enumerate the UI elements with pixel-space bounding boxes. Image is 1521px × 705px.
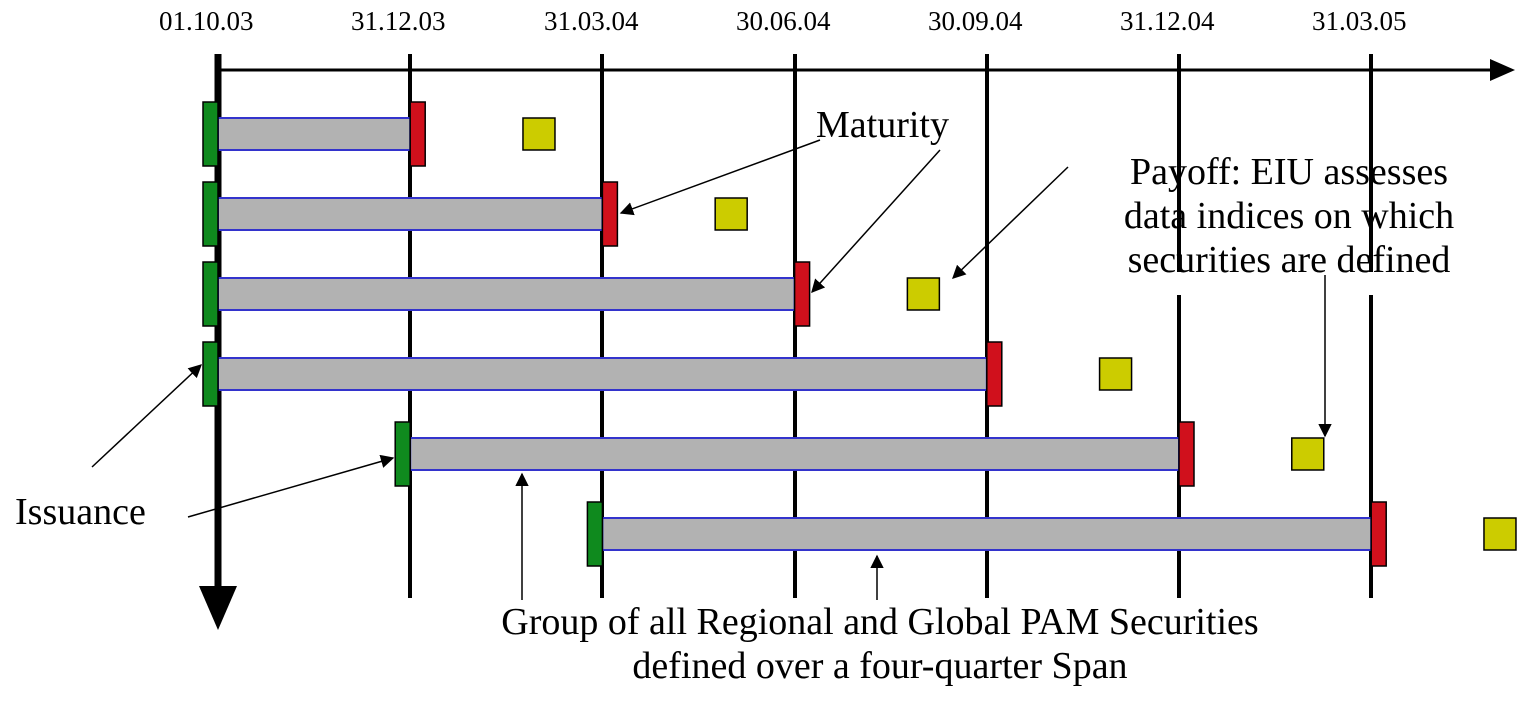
issuance-arrow-1 [91, 364, 202, 468]
payoff-line-2: data indices on which [1123, 195, 1455, 237]
maturity-marker [793, 261, 811, 327]
maturity-marker [601, 181, 619, 247]
securities-group [202, 101, 1517, 567]
payoff-marker [522, 117, 556, 151]
group-line-1: Group of all Regional and Global PAM Sec… [501, 601, 1259, 643]
security-bar [217, 117, 412, 151]
date-label-2: 31.03.04 [544, 6, 639, 36]
security-bar [217, 197, 604, 231]
issuance-label: Issuance [15, 491, 146, 533]
group-label: Group of all Regional and Global PAM Sec… [470, 600, 1290, 688]
security-bar [601, 517, 1373, 551]
maturity-marker [1178, 421, 1195, 487]
payoff-marker [906, 277, 941, 311]
maturity-arrow-1 [619, 139, 821, 216]
payoff-label: Payoff: EIU assesses data indices on whi… [1066, 150, 1512, 282]
payoff-arrow-1 [952, 166, 1069, 279]
date-label-0: 01.10.03 [159, 6, 254, 36]
maturity-marker [1370, 501, 1387, 567]
date-label-1: 31.12.03 [351, 6, 446, 36]
maturity-marker [409, 101, 426, 167]
payoff-marker [1291, 437, 1325, 471]
payoff-marker [714, 197, 748, 231]
maturity-marker [986, 341, 1003, 407]
payoff-marker [1483, 517, 1517, 551]
issuance-marker [586, 501, 604, 567]
issuance-marker [394, 421, 411, 487]
issuance-marker [202, 261, 219, 327]
payoff-line-1: Payoff: EIU assesses [1129, 151, 1449, 193]
security-bar [217, 277, 796, 311]
date-label-4: 30.09.04 [928, 6, 1023, 36]
date-label-6: 31.03.05 [1312, 6, 1407, 36]
group-line-2: defined over a four-quarter Span [632, 645, 1128, 687]
annotation-arrows [91, 139, 1332, 600]
time-axis [218, 59, 1515, 81]
security-bar [217, 357, 988, 391]
security-bar [409, 437, 1180, 471]
issuance-marker [202, 181, 219, 247]
issuance-marker [202, 101, 219, 167]
issuance-arrow-2 [187, 454, 395, 518]
payoff-marker [1098, 357, 1133, 391]
date-label-3: 30.06.04 [736, 6, 831, 36]
maturity-arrow-2 [811, 149, 941, 294]
date-label-5: 31.12.04 [1120, 6, 1215, 36]
issuance-marker [202, 341, 219, 407]
payoff-line-3: securities are defined [1127, 239, 1451, 281]
maturity-label: Maturity [816, 104, 949, 146]
